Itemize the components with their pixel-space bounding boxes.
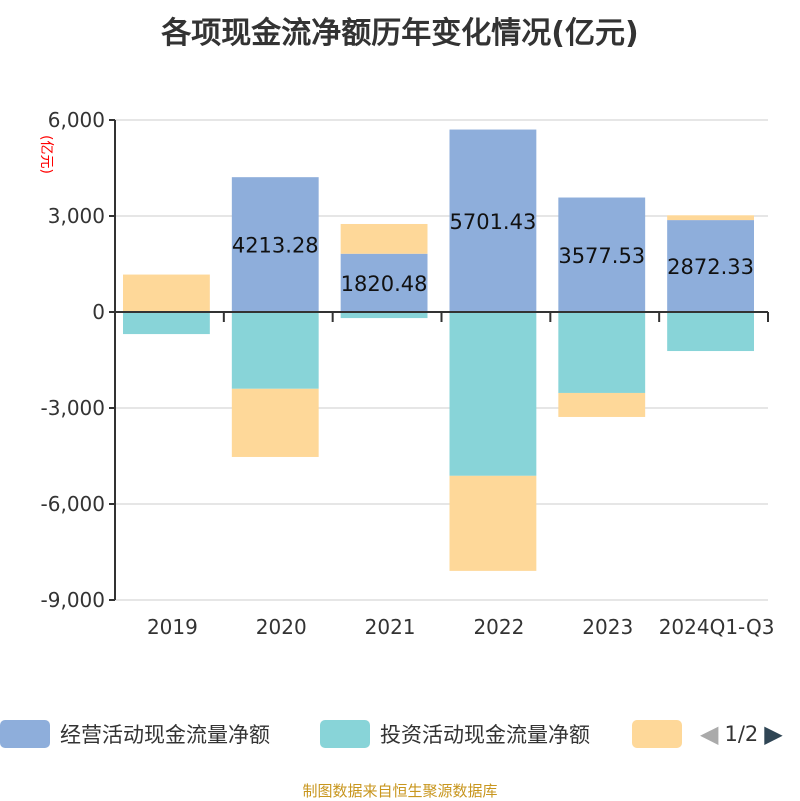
legend-swatch <box>320 720 370 748</box>
legend-item-operating[interactable]: 经营活动现金流量净额 <box>0 718 270 750</box>
data-label: 2872.33 <box>667 255 754 279</box>
legend-label: 投资活动现金流量净额 <box>380 719 590 749</box>
y-tick-label: 6,000 <box>48 108 105 132</box>
x-tick-label: 2020 <box>256 615 307 639</box>
bar-2 <box>558 393 645 417</box>
x-tick-label: 2019 <box>147 615 198 639</box>
y-tick-label: -9,000 <box>41 588 105 612</box>
bar-2 <box>123 275 210 312</box>
legend-swatch <box>632 720 682 748</box>
bar-1 <box>450 312 537 476</box>
y-tick-label: 3,000 <box>48 204 105 228</box>
bar-1 <box>558 312 645 393</box>
legend-item-investing[interactable]: 投资活动现金流量净额 <box>320 718 590 750</box>
legend-item-financing[interactable] <box>632 718 692 750</box>
legend-swatch <box>0 720 50 748</box>
x-tick-label: 2024Q1-Q3 <box>659 615 775 639</box>
y-tick-label: 0 <box>92 300 105 324</box>
bar-1 <box>667 312 754 351</box>
x-tick-label: 2023 <box>582 615 633 639</box>
y-tick-label: -6,000 <box>41 492 105 516</box>
legend-page: 1/2 <box>724 722 758 746</box>
bar-2 <box>667 215 754 220</box>
data-label: 3577.53 <box>558 244 645 268</box>
y-tick-label: -3,000 <box>41 396 105 420</box>
legend-label: 经营活动现金流量净额 <box>60 719 270 749</box>
x-tick-label: 2022 <box>473 615 524 639</box>
bar-2 <box>450 476 537 571</box>
y-axis-label: (亿元) <box>38 135 54 174</box>
data-label: 1820.48 <box>341 272 428 296</box>
bar-2 <box>341 224 428 254</box>
x-tick-label: 2021 <box>365 615 416 639</box>
data-label: 5701.43 <box>449 210 536 234</box>
chart-plot: 6,000 3,000 0 -3,000 -6,000 -9,000 (亿元) 2019 421… <box>0 0 800 700</box>
legend-next-icon[interactable]: ▶ <box>764 720 782 748</box>
data-label: 4213.28 <box>232 234 319 258</box>
legend-pager: ◀ 1/2 ▶ <box>700 718 783 750</box>
bar-1 <box>232 312 319 389</box>
bar-2 <box>232 389 319 457</box>
source-note: 制图数据来自恒生聚源数据库 <box>0 780 800 801</box>
bar-1 <box>123 312 210 334</box>
legend-prev-icon[interactable]: ◀ <box>700 720 718 748</box>
